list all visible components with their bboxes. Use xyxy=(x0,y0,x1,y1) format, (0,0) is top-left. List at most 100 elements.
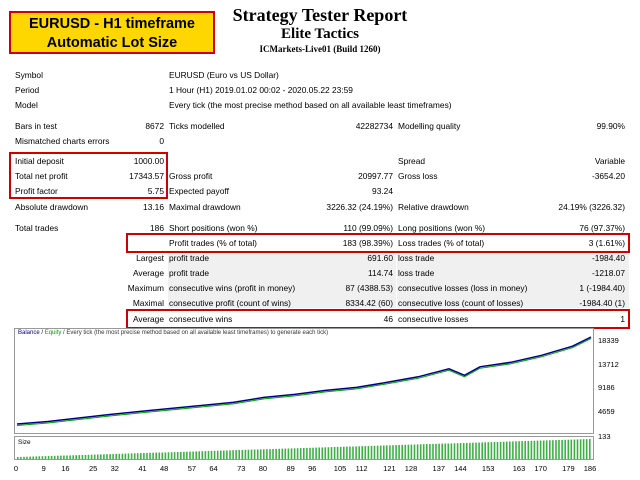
bars-label: Bars in test xyxy=(15,121,57,131)
x-tick-label: 144 xyxy=(454,464,467,473)
size-bar xyxy=(398,445,400,459)
size-bar xyxy=(589,439,591,459)
size-bar xyxy=(176,452,179,459)
x-tick-label: 89 xyxy=(286,464,295,473)
loss-trades-label: Loss trades (% of total) xyxy=(398,238,485,248)
size-chart: Size xyxy=(14,436,594,460)
size-bar xyxy=(336,446,339,459)
size-bar xyxy=(100,454,102,459)
x-tick-label: 9 xyxy=(41,464,46,473)
size-bar xyxy=(401,444,403,459)
size-bar xyxy=(69,455,71,459)
gross-loss-label: Gross loss xyxy=(398,171,438,181)
size-bar xyxy=(256,449,259,459)
max-consec-wins-value: 87 (4388.53) xyxy=(345,283,394,293)
timeframe-badge: EURUSD - H1 timeframe Automatic Lot Size xyxy=(9,11,215,54)
size-label: Size xyxy=(18,439,31,446)
average-label: Average xyxy=(132,268,164,278)
report-subtitle: Elite Tactics xyxy=(281,26,359,42)
size-bar xyxy=(361,446,363,459)
max-consec-losses-value: 1 (-1984.40) xyxy=(579,283,625,293)
size-bar xyxy=(41,456,44,459)
size-bar xyxy=(143,453,145,459)
size-bar xyxy=(32,456,34,459)
size-bar xyxy=(438,443,440,459)
badge-line-2: Automatic Lot Size xyxy=(46,35,178,51)
size-bar xyxy=(312,447,314,459)
size-bar xyxy=(422,444,425,459)
x-tick-label: 57 xyxy=(187,464,197,473)
max-consec-wins-label: consecutive wins (profit in money) xyxy=(169,283,296,293)
size-bar xyxy=(269,449,271,459)
size-bar xyxy=(115,453,117,459)
symbol-value: EURUSD (Euro vs US Dollar) xyxy=(169,70,279,80)
x-tick-label: 105 xyxy=(333,464,347,473)
size-bar xyxy=(53,455,56,459)
profit-factor-label: Profit factor xyxy=(15,186,58,196)
relative-drawdown-value: 24.19% (3226.32) xyxy=(558,202,625,212)
period-value: 1 Hour (H1) 2019.01.02 00:02 - 2020.05.2… xyxy=(169,85,353,95)
size-bar xyxy=(287,448,290,459)
model-label: Model xyxy=(15,100,38,110)
mismatch-value: 0 xyxy=(159,136,164,146)
badge-line-1: EURUSD - H1 timeframe xyxy=(29,16,195,32)
size-bar xyxy=(383,445,385,459)
x-tick-label: 0 xyxy=(13,464,19,473)
size-bar xyxy=(524,441,526,459)
size-bar xyxy=(515,441,517,459)
symbol-label: Symbol xyxy=(15,70,43,80)
size-bar xyxy=(226,450,228,459)
size-bar xyxy=(223,450,225,459)
size-bar xyxy=(585,439,588,459)
balance-line xyxy=(16,336,592,425)
size-bar xyxy=(87,454,90,459)
x-tick-label: 137 xyxy=(432,464,446,473)
loss-trades-value: 3 (1.61%) xyxy=(588,238,625,248)
size-tick-label: 133 xyxy=(598,432,611,441)
chart-legend: Balance / Equity / Every tick (the most … xyxy=(18,330,328,336)
equity-line xyxy=(16,338,592,426)
size-bar xyxy=(60,455,62,459)
size-bar xyxy=(429,444,431,459)
x-tick-label: 80 xyxy=(258,464,268,473)
size-bar xyxy=(459,443,462,459)
size-bar xyxy=(118,453,121,459)
size-bar xyxy=(259,449,262,459)
size-bar xyxy=(549,440,551,459)
size-bar xyxy=(195,451,197,459)
size-bar xyxy=(186,451,188,459)
size-bar xyxy=(475,442,477,459)
size-bar xyxy=(93,454,96,459)
total-trades-value: 186 xyxy=(150,223,164,233)
max-consec-loss-value: -1984.40 (1) xyxy=(579,298,625,308)
size-bar xyxy=(432,443,434,459)
balance-chart: Balance / Equity / Every tick (the most … xyxy=(14,328,594,434)
size-bar xyxy=(229,450,231,459)
avg-consec-wins-label: consecutive wins xyxy=(169,314,233,324)
size-bar xyxy=(198,451,200,459)
size-bar xyxy=(321,447,324,459)
net-profit-value: 17343.57 xyxy=(129,171,164,181)
size-bar xyxy=(478,442,480,459)
size-bars-svg xyxy=(17,439,591,459)
size-bar xyxy=(339,446,342,459)
size-bar xyxy=(502,441,505,459)
size-bar xyxy=(426,444,428,459)
size-bar xyxy=(582,439,585,459)
size-bar xyxy=(232,450,234,459)
mismatch-label: Mismatched charts errors xyxy=(15,136,110,146)
size-bar xyxy=(509,441,511,459)
size-bar xyxy=(247,449,250,459)
size-bar xyxy=(38,456,41,459)
size-bar xyxy=(296,448,299,459)
size-bar xyxy=(370,445,373,459)
size-bar xyxy=(152,452,154,459)
size-bar xyxy=(149,452,151,459)
quality-label: Modelling quality xyxy=(398,121,461,131)
size-bar xyxy=(542,440,545,459)
profit-trades-label: Profit trades (% of total) xyxy=(169,238,257,248)
x-tick-label: 128 xyxy=(404,464,418,473)
size-bar xyxy=(75,455,77,459)
profit-trades-highlight-box xyxy=(126,233,630,253)
profit-factor-value: 5.75 xyxy=(147,186,164,196)
